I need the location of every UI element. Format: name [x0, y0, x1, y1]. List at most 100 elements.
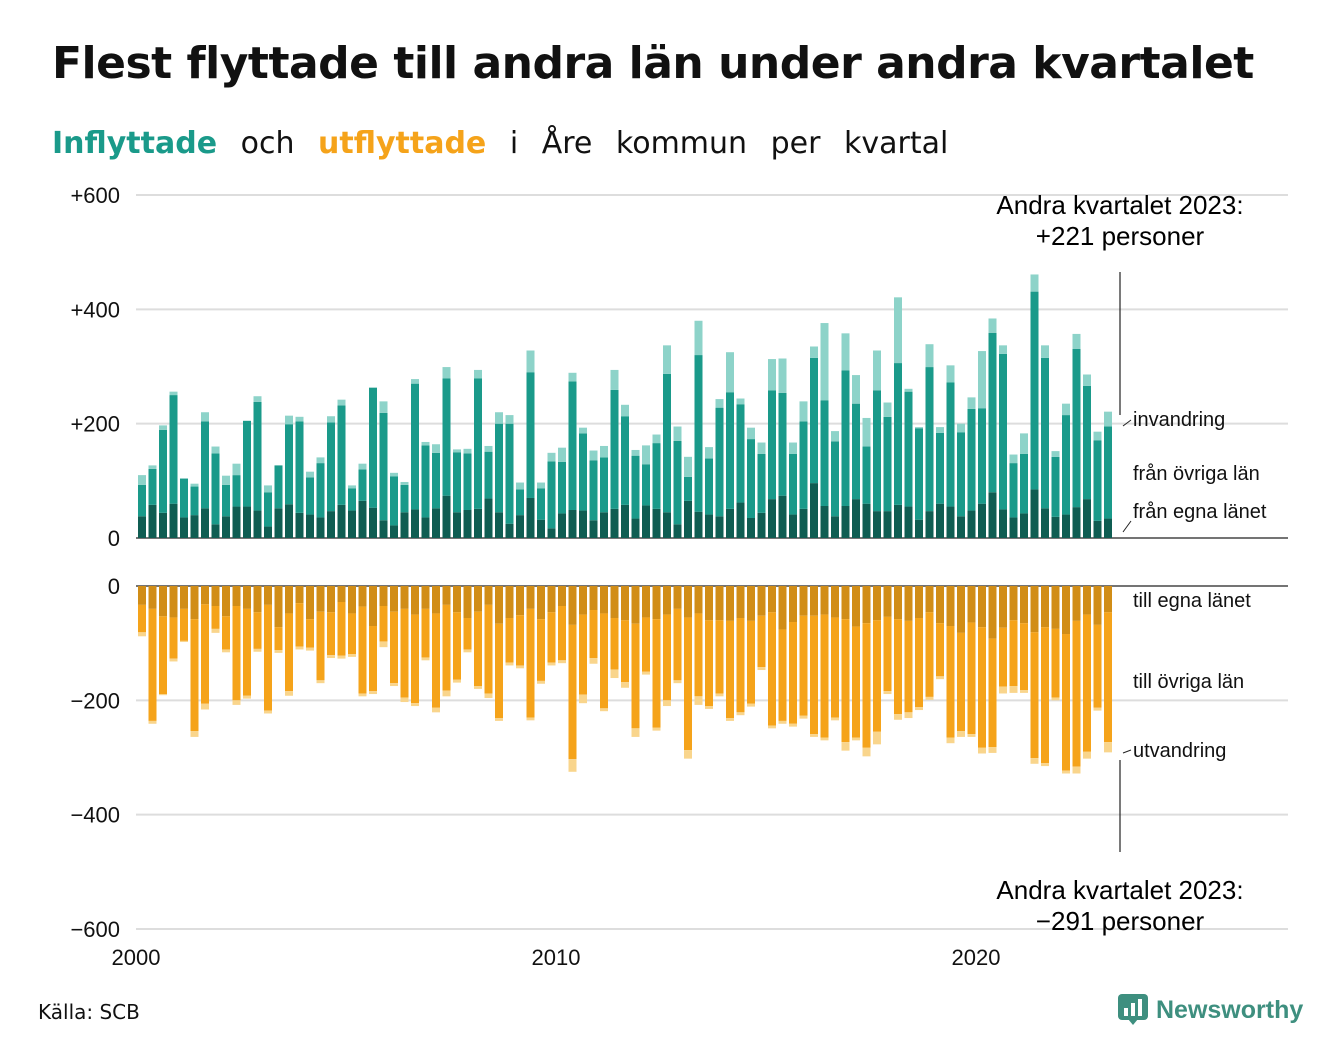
bar-out-utvandring [442, 690, 451, 697]
bar-out-egna [463, 586, 472, 619]
bar-out-utvandring [1020, 690, 1028, 693]
newsworthy-logo: Newsworthy [1118, 994, 1303, 1026]
bar-in-ovriga [831, 441, 839, 517]
bar-out-ovriga [694, 613, 703, 697]
bar-out-ovriga [547, 612, 556, 663]
bar-in-invandring [432, 444, 440, 453]
bar-in-invandring [1020, 433, 1028, 454]
y-tick-label: −600 [70, 917, 120, 942]
bar-in-ovriga [883, 416, 892, 512]
bar-in-egna [453, 512, 461, 538]
bar-out-utvandring [264, 710, 272, 714]
bar-in-invandring [169, 391, 178, 396]
bar-in-ovriga [463, 453, 472, 510]
bar-in-egna [988, 492, 997, 538]
bar-in-invandring [1072, 333, 1081, 349]
bar-out-egna [820, 586, 829, 615]
x-tick-label: 2000 [112, 945, 161, 970]
bar-in-invandring [820, 323, 829, 401]
bar-in-invandring [579, 427, 587, 434]
bar-out-utvandring [768, 725, 776, 729]
bar-in-egna [159, 512, 167, 538]
subtitle-and-word: och [240, 126, 295, 161]
bar-in-ovriga [631, 455, 640, 519]
bar-in-ovriga [978, 408, 986, 504]
bar-out-egna [610, 586, 619, 619]
bar-in-invandring [1051, 451, 1060, 457]
bar-out-utvandring [778, 720, 787, 724]
bar-out-ovriga [915, 618, 923, 708]
bar-out-utvandring [1083, 751, 1091, 759]
bar-in-egna [169, 503, 178, 538]
bar-out-egna [379, 586, 388, 607]
bar-in-egna [306, 514, 314, 538]
bar-in-invandring [1009, 454, 1018, 464]
bar-in-ovriga [1062, 415, 1070, 515]
bar-in-egna [1051, 516, 1060, 538]
bar-in-ovriga [274, 465, 283, 509]
bar-out-utvandring [579, 694, 587, 704]
bar-in-egna [789, 514, 797, 538]
bar-in-egna [390, 525, 398, 538]
bar-in-ovriga [568, 381, 577, 510]
bar-in-ovriga [694, 355, 703, 512]
bottom-annotation-line1: Andra kvartalet 2023: [996, 875, 1243, 905]
top-annotation-line2: +221 personer [1036, 221, 1205, 251]
bar-in-invandring [568, 372, 577, 382]
bar-out-utvandring [663, 700, 671, 707]
bar-out-ovriga [1062, 634, 1070, 771]
bar-out-egna [789, 586, 797, 623]
bar-in-egna [663, 512, 671, 538]
bar-out-egna [285, 586, 293, 614]
bar-out-egna [1093, 586, 1102, 625]
chart-title: Flest flyttade till andra län under andr… [52, 38, 1254, 89]
bar-in-ovriga [684, 476, 692, 501]
bar-out-egna [642, 586, 650, 618]
bar-out-utvandring [631, 728, 640, 737]
bar-in-invandring [547, 452, 556, 462]
bar-in-ovriga [841, 370, 850, 506]
bar-out-egna [432, 586, 440, 614]
bar-out-utvandring [327, 655, 335, 659]
bar-in-ovriga [516, 489, 524, 516]
bar-out-utvandring [894, 714, 902, 720]
bar-in-invandring [379, 401, 388, 413]
bar-in-invandring [799, 401, 808, 422]
bar-out-egna [264, 586, 272, 605]
bar-in-ovriga [358, 469, 367, 501]
bar-out-ovriga [159, 616, 167, 695]
bar-out-ovriga [747, 620, 755, 704]
bar-out-ovriga [558, 606, 566, 661]
bar-out-utvandring [967, 734, 976, 737]
bar-out-ovriga [432, 613, 440, 708]
bar-in-invandring [810, 346, 818, 358]
bar-in-egna [967, 510, 976, 538]
bar-in-egna [432, 508, 440, 538]
bar-out-egna [1041, 586, 1049, 628]
bar-in-invandring [253, 396, 262, 402]
bar-out-utvandring [789, 723, 797, 727]
bar-out-utvandring [180, 640, 188, 643]
bar-out-ovriga [883, 616, 892, 692]
subtitle-word: kvartal [844, 126, 949, 161]
bar-out-ovriga [285, 613, 293, 692]
bar-out-egna [778, 586, 787, 630]
bar-out-ovriga [873, 620, 881, 732]
bar-in-invandring [589, 450, 598, 461]
bar-in-ovriga [295, 421, 304, 513]
bar-in-invandring [190, 483, 199, 487]
bar-out-ovriga [379, 606, 388, 642]
bar-in-egna [1072, 507, 1081, 538]
bar-out-utvandring [201, 703, 209, 710]
bar-out-utvandring [904, 712, 913, 719]
bar-out-egna [988, 586, 997, 639]
bar-out-ovriga [1041, 627, 1049, 764]
bar-in-invandring [957, 423, 965, 433]
bar-out-egna [1009, 586, 1018, 621]
series-label-out: utvandring [1133, 740, 1226, 762]
bar-in-ovriga [169, 395, 178, 504]
bar-out-utvandring [337, 655, 346, 659]
bar-out-ovriga [1009, 620, 1018, 687]
bar-out-ovriga [568, 624, 577, 760]
